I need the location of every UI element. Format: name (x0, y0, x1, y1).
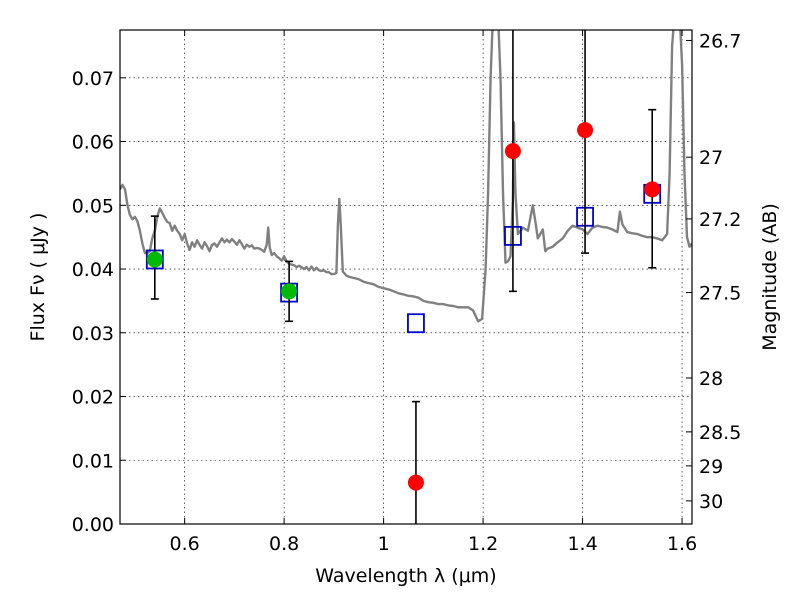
y-tick-label: 0.03 (72, 323, 114, 345)
detection-point (281, 283, 298, 300)
y-tick-label: 0.02 (72, 387, 114, 409)
x-tick-label: 1.2 (468, 533, 498, 555)
magnitude-tick-label: 30 (699, 491, 723, 513)
model-photometry-square (407, 313, 425, 334)
model-sed-line (120, 30, 692, 323)
y-tick-label: 0.04 (72, 259, 114, 281)
x-axis-label: Wavelength λ (μm) (315, 565, 496, 587)
detection-point (146, 251, 163, 268)
x-tick-label: 0.6 (170, 533, 200, 555)
upper-limit-point (644, 181, 661, 198)
magnitude-tick-label: 27 (699, 147, 723, 169)
plot-frame (119, 29, 693, 525)
y-tick-label: 0.01 (72, 450, 114, 472)
magnitude-tick-label: 26.7 (699, 30, 741, 52)
y-tick-label: 0.07 (72, 68, 114, 90)
upper-limit-point (504, 143, 521, 160)
upper-limit-point (407, 474, 424, 491)
magnitude-tick-label: 28.5 (699, 422, 741, 444)
grid-lines (120, 30, 692, 525)
y-tick-label: 0.00 (72, 514, 114, 536)
y-axis-label: Flux Fν ( μJy ) (27, 213, 49, 342)
plot-series (120, 30, 692, 524)
y-tick-label: 0.05 (72, 195, 114, 217)
magnitude-axis-label: Magnitude (AB) (759, 203, 781, 351)
magnitude-tick-label: 29 (699, 456, 723, 478)
y-tick-label: 0.06 (72, 132, 114, 154)
x-tick-label: 0.8 (269, 533, 299, 555)
magnitude-tick-label: 28 (699, 368, 723, 390)
magnitude-tick-label: 27.2 (699, 209, 741, 231)
x-tick-label: 1.6 (667, 533, 697, 555)
x-tick-label: 1 (378, 533, 390, 555)
magnitude-tick-label: 27.5 (699, 283, 741, 305)
axis-ticks: 0.6 0.8 1 1.2 1.4 1.6 0.00 0.01 0.02 0.03 0.04 0.05… (72, 30, 741, 555)
x-tick-label: 1.4 (567, 533, 597, 555)
upper-limit-point (577, 122, 594, 139)
